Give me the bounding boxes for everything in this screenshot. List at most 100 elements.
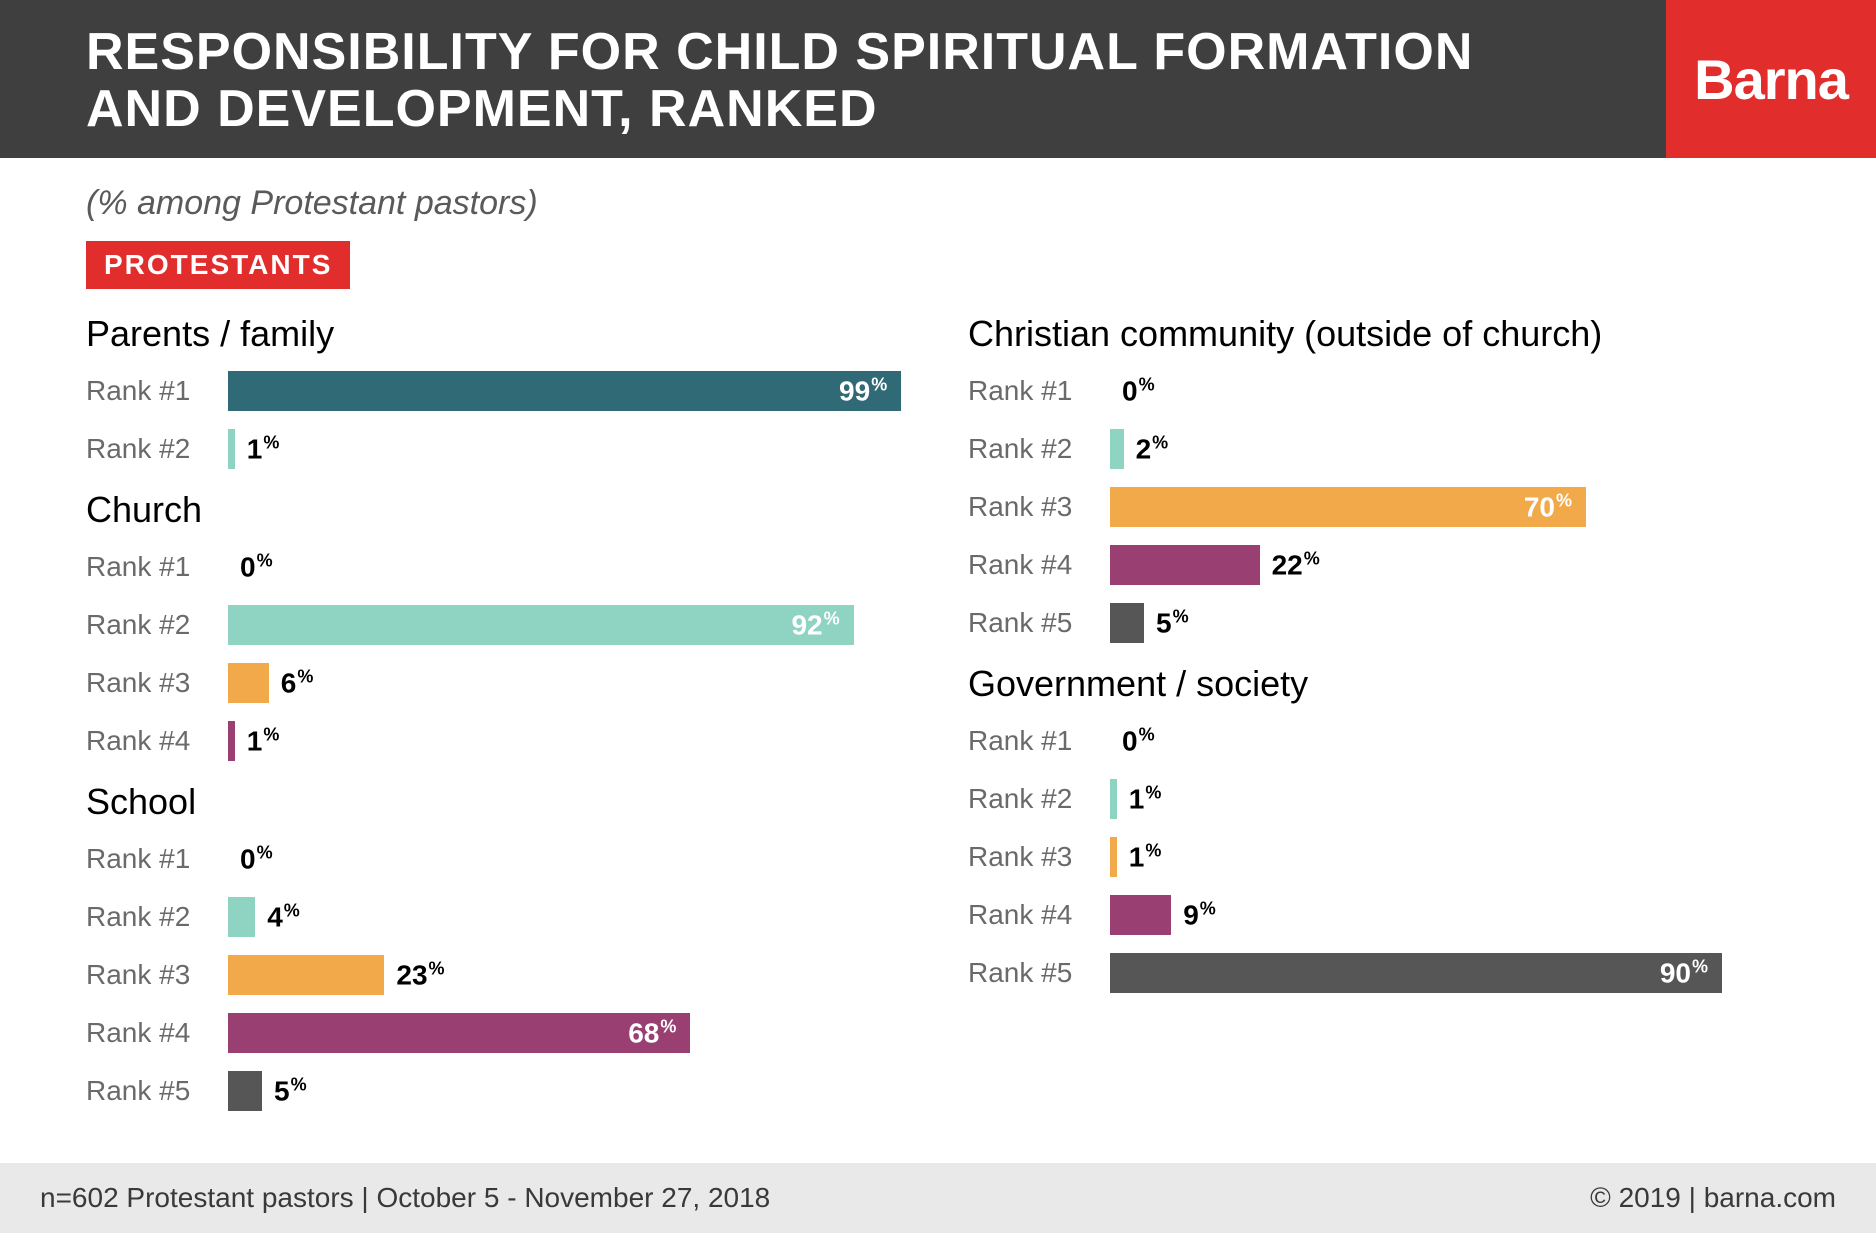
bar-row: Rank #5 90%	[968, 947, 1790, 999]
bar-row: Rank #3 70%	[968, 481, 1790, 533]
bar-track: 90%	[1110, 953, 1790, 993]
rank-label: Rank #5	[968, 957, 1110, 989]
bar	[1110, 429, 1124, 469]
bar	[228, 429, 235, 469]
bar-track: 2%	[1110, 429, 1790, 469]
bar-track: 1%	[1110, 837, 1790, 877]
chart-group: Christian community (outside of church)R…	[968, 313, 1790, 649]
group-title: School	[86, 781, 908, 823]
bar-row: Rank #4 22%	[968, 539, 1790, 591]
value-label: 22%	[1272, 548, 1320, 581]
rank-label: Rank #3	[968, 841, 1110, 873]
bar	[1110, 895, 1171, 935]
rank-label: Rank #2	[968, 783, 1110, 815]
value-label: 1%	[247, 724, 280, 757]
bar-track: 1%	[1110, 779, 1790, 819]
bar-row: Rank #4 1%	[86, 715, 908, 767]
bar-track: 99%	[228, 371, 908, 411]
brand-logo: Barna	[1666, 0, 1876, 158]
bar	[228, 605, 854, 645]
bar-track: 0%	[228, 839, 908, 879]
bar-track: 92%	[228, 605, 908, 645]
rank-label: Rank #1	[968, 725, 1110, 757]
rank-label: Rank #4	[86, 1017, 228, 1049]
value-label: 90%	[1660, 956, 1722, 989]
value-label: 6%	[281, 666, 314, 699]
value-label: 70%	[1524, 490, 1586, 523]
bar-row: Rank #5 5%	[86, 1065, 908, 1117]
footer-bar: n=602 Protestant pastors | October 5 - N…	[0, 1163, 1876, 1233]
rank-label: Rank #2	[86, 433, 228, 465]
bar-track: 68%	[228, 1013, 908, 1053]
bar-row: Rank #22%	[968, 423, 1790, 475]
bar-track: 0%	[1110, 371, 1790, 411]
chart-group: Church Rank #1 0% Rank #292% Rank #3 6% Rank #…	[86, 489, 908, 767]
group-title: Church	[86, 489, 908, 531]
subtitle: (% among Protestant pastors)	[0, 158, 1876, 241]
rank-label: Rank #2	[86, 901, 228, 933]
bar-track: 1%	[228, 721, 908, 761]
value-label: 5%	[274, 1074, 307, 1107]
bar-row: Rank #2 1%	[968, 773, 1790, 825]
rank-label: Rank #3	[968, 491, 1110, 523]
rank-label: Rank #1	[86, 375, 228, 407]
rank-label: Rank #3	[86, 667, 228, 699]
charts-container: Parents / familyRank #199%Rank #21%Churc…	[0, 303, 1876, 1131]
bar-row: Rank #3 1%	[968, 831, 1790, 883]
bar	[1110, 837, 1117, 877]
value-label: 92%	[791, 608, 853, 641]
bar	[228, 663, 269, 703]
bar	[228, 721, 235, 761]
bar-row: Rank #468%	[86, 1007, 908, 1059]
bar-row: Rank #1 0%	[968, 365, 1790, 417]
bar	[228, 897, 255, 937]
value-label: 5%	[1156, 606, 1189, 639]
value-label: 0%	[1122, 724, 1155, 757]
value-label: 4%	[267, 900, 300, 933]
bar-track: 9%	[1110, 895, 1790, 935]
bar	[228, 955, 384, 995]
value-label: 0%	[240, 550, 273, 583]
bar-track: 23%	[228, 955, 908, 995]
group-title: Parents / family	[86, 313, 908, 355]
group-title: Government / society	[968, 663, 1790, 705]
bar-row: Rank #49%	[968, 889, 1790, 941]
value-label: 99%	[839, 374, 901, 407]
bar-row: Rank #323%	[86, 949, 908, 1001]
value-label: 1%	[1129, 782, 1162, 815]
rank-label: Rank #3	[86, 959, 228, 991]
bar-track: 0%	[1110, 721, 1790, 761]
bar-row: Rank #2 1%	[86, 423, 908, 475]
rank-label: Rank #1	[968, 375, 1110, 407]
rank-label: Rank #5	[968, 607, 1110, 639]
bar-row: Rank #2 4%	[86, 891, 908, 943]
bar-track: 5%	[1110, 603, 1790, 643]
bar-row: Rank #5 5%	[968, 597, 1790, 649]
page-title: RESPONSIBILITY FOR CHILD SPIRITUAL FORMA…	[0, 0, 1500, 158]
bar	[1110, 779, 1117, 819]
bar	[228, 371, 901, 411]
header-bar: RESPONSIBILITY FOR CHILD SPIRITUAL FORMA…	[0, 0, 1876, 158]
rank-label: Rank #4	[968, 549, 1110, 581]
bar-row: Rank #10%	[86, 833, 908, 885]
infographic-frame: RESPONSIBILITY FOR CHILD SPIRITUAL FORMA…	[0, 0, 1876, 1233]
bar-track: 22%	[1110, 545, 1790, 585]
rank-label: Rank #1	[86, 551, 228, 583]
bar-track: 1%	[228, 429, 908, 469]
bar-track: 5%	[228, 1071, 908, 1111]
bar-row: Rank #1 0%	[968, 715, 1790, 767]
footer-left: n=602 Protestant pastors | October 5 - N…	[40, 1182, 770, 1214]
rank-label: Rank #4	[86, 725, 228, 757]
rank-label: Rank #5	[86, 1075, 228, 1107]
bar-row: Rank #292%	[86, 599, 908, 651]
bar-track: 6%	[228, 663, 908, 703]
bar	[1110, 603, 1144, 643]
bar-row: Rank #1 0%	[86, 541, 908, 593]
bar-track: 4%	[228, 897, 908, 937]
bar	[1110, 487, 1586, 527]
value-label: 0%	[1122, 374, 1155, 407]
value-label: 1%	[1129, 840, 1162, 873]
bar-track: 0%	[228, 547, 908, 587]
value-label: 1%	[247, 432, 280, 465]
rank-label: Rank #2	[968, 433, 1110, 465]
